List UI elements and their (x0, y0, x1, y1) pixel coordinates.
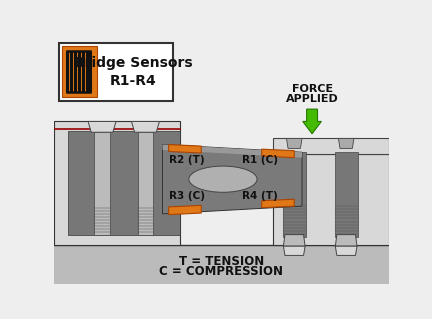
Text: APPLIED: APPLIED (286, 94, 338, 104)
Polygon shape (273, 154, 389, 245)
Polygon shape (88, 122, 116, 132)
FancyBboxPatch shape (59, 43, 173, 101)
Text: R4 (T): R4 (T) (241, 191, 277, 201)
Text: R1 (C): R1 (C) (241, 155, 277, 165)
Polygon shape (273, 138, 389, 154)
Polygon shape (162, 145, 302, 214)
Polygon shape (68, 131, 180, 235)
Text: Bridge Sensors: Bridge Sensors (74, 56, 192, 70)
Text: C = COMPRESSION: C = COMPRESSION (159, 265, 283, 278)
Polygon shape (62, 46, 97, 97)
Polygon shape (286, 138, 302, 148)
Polygon shape (338, 138, 354, 148)
Text: T = TENSION: T = TENSION (179, 256, 264, 268)
Polygon shape (138, 132, 153, 235)
Polygon shape (131, 122, 159, 132)
Polygon shape (334, 152, 358, 237)
Polygon shape (169, 145, 201, 153)
Polygon shape (262, 149, 294, 158)
Polygon shape (54, 122, 180, 245)
Polygon shape (94, 132, 110, 235)
FancyArrow shape (303, 109, 321, 134)
Polygon shape (283, 246, 305, 256)
Polygon shape (335, 235, 357, 246)
Polygon shape (162, 145, 302, 158)
Text: R1-R4: R1-R4 (110, 74, 156, 88)
Polygon shape (335, 246, 357, 256)
Text: R2 (T): R2 (T) (169, 155, 204, 165)
Polygon shape (283, 235, 305, 246)
Ellipse shape (189, 166, 257, 192)
Polygon shape (262, 199, 294, 208)
Text: R3 (C): R3 (C) (169, 191, 205, 201)
Polygon shape (169, 205, 201, 215)
Polygon shape (283, 152, 306, 237)
Polygon shape (54, 245, 389, 284)
Text: FORCE: FORCE (292, 85, 333, 94)
